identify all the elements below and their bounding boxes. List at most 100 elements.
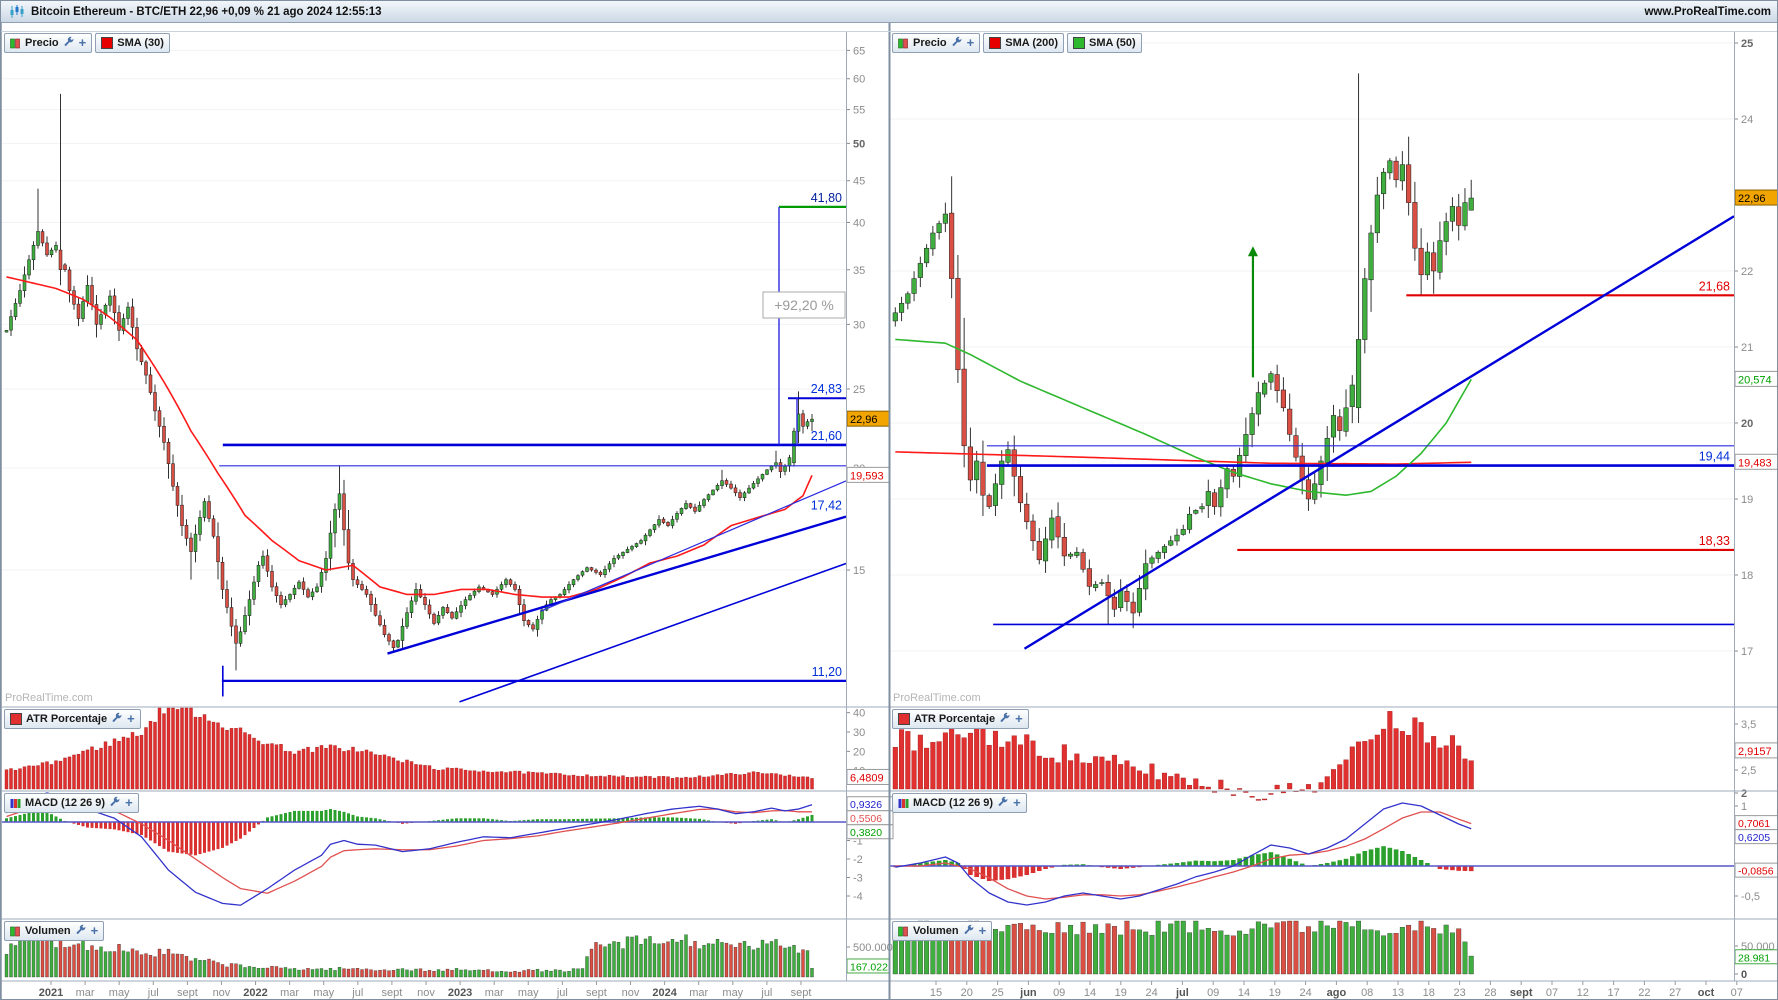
add-indicator-icon[interactable]: + [966,35,975,50]
sma-legend-label: SMA (30) [117,37,164,49]
svg-text:13: 13 [1392,987,1404,999]
volume-legend-label: Volumen [25,925,71,937]
wrench-icon[interactable] [63,36,75,51]
svg-text:20: 20 [961,987,973,999]
svg-text:0,6205: 0,6205 [1738,832,1770,844]
svg-text:19: 19 [1741,494,1753,506]
watermark: ProRealTime.com [5,692,93,704]
pane-borders [1,23,1777,999]
svg-text:27: 27 [1669,987,1681,999]
svg-text:17,42: 17,42 [811,499,842,513]
macd-legend-label: MACD (12 26 9) [25,797,106,809]
macd-legend-box[interactable]: MACD (12 26 9) + [892,793,1027,813]
svg-text:jun: jun [1019,987,1037,999]
svg-text:65: 65 [853,45,865,57]
sma-legend-label: SMA (50) [1089,37,1136,49]
right-drawings[interactable]: 21,68 19,44 18,33 [986,215,1735,650]
svg-text:08: 08 [1361,987,1373,999]
left-volume-legend: Volumen + [4,921,105,941]
volume-legend-box[interactable]: Volumen + [892,921,993,941]
svg-text:2022: 2022 [243,987,267,999]
svg-text:09: 09 [1207,987,1219,999]
atr-legend-box[interactable]: ATR Porcentaje + [4,709,141,729]
volume-legend-label: Volumen [913,925,959,937]
svg-text:0,7061: 0,7061 [1738,818,1770,830]
svg-text:41,80: 41,80 [811,191,842,205]
right-macd-pane: 1 -0,5 0,7061 0,6205 -0,0856 [890,801,1777,906]
svg-text:18: 18 [1423,987,1435,999]
price-legend-label: Precio [25,37,59,49]
svg-text:07: 07 [1731,987,1743,999]
right-sma200-legend-box[interactable]: SMA (200) [983,33,1065,53]
wrench-icon[interactable] [75,924,87,939]
svg-text:0,5506: 0,5506 [850,813,882,825]
add-indicator-icon[interactable]: + [1015,711,1023,726]
svg-text:25: 25 [1741,38,1753,50]
left-candles [4,93,814,671]
volume-icon [898,926,909,937]
svg-text:3,5: 3,5 [1741,719,1756,731]
svg-text:20: 20 [1741,418,1753,430]
volume-legend-box[interactable]: Volumen + [4,921,105,941]
svg-text:24: 24 [1741,114,1753,126]
right-atr-pane: 3,5 2,5 2 2,9157 [892,711,1777,801]
svg-text:sept: sept [791,987,812,999]
price-candles-icon [10,38,21,49]
svg-text:nov: nov [622,987,640,999]
svg-text:20: 20 [853,746,865,758]
left-date-axis: 2021 mar may jul sept nov 2022 mar may jul sept nov… [39,981,812,999]
right-grid [890,42,1734,652]
svg-text:50: 50 [853,138,865,150]
svg-text:09: 09 [1053,987,1065,999]
svg-text:sept: sept [586,987,607,999]
atr-color-swatch [10,713,22,725]
wrench-icon[interactable] [963,924,975,939]
left-price-legend-box[interactable]: Precio + [4,33,93,53]
add-indicator-icon[interactable]: + [90,923,99,938]
svg-text:mar: mar [485,987,504,999]
sma-color-swatch [989,37,1002,49]
svg-text:30: 30 [853,727,865,739]
add-indicator-icon[interactable]: + [125,795,133,810]
svg-text:2021: 2021 [39,987,63,999]
wrench-icon[interactable] [109,796,121,811]
right-panel[interactable]: 21,6819,4418,33252422212019181722,9620,5… [890,38,1778,999]
wrench-icon[interactable] [111,712,123,727]
macd-icon [898,798,909,809]
svg-text:28: 28 [1484,987,1496,999]
website-label: www.ProRealTime.com [1644,5,1771,18]
svg-text:jul: jul [1175,987,1189,999]
svg-text:19: 19 [1115,987,1127,999]
svg-text:2023: 2023 [448,987,472,999]
svg-text:19,593: 19,593 [850,470,884,482]
right-sma50-legend-box[interactable]: SMA (50) [1067,33,1142,53]
svg-text:jul: jul [147,987,159,999]
atr-legend-box[interactable]: ATR Porcentaje + [892,709,1029,729]
svg-text:nov: nov [417,987,435,999]
svg-text:2,9157: 2,9157 [1738,746,1772,758]
wrench-icon[interactable] [951,36,963,51]
svg-text:24,83: 24,83 [811,382,842,396]
svg-text:sept: sept [382,987,403,999]
left-sma-legend-box[interactable]: SMA (30) [95,33,170,53]
right-price-legend-box[interactable]: Precio + [892,33,981,53]
svg-text:24: 24 [1145,987,1157,999]
macd-legend-box[interactable]: MACD (12 26 9) + [4,793,139,813]
svg-text:ago: ago [1327,987,1347,999]
svg-text:22: 22 [1638,987,1650,999]
add-indicator-icon[interactable]: + [127,711,135,726]
add-indicator-icon[interactable]: + [1013,795,1021,810]
svg-text:07: 07 [1546,987,1558,999]
left-sma-lines [6,276,813,598]
right-sma-lines [895,338,1472,497]
wrench-icon[interactable] [997,796,1009,811]
wrench-icon[interactable] [999,712,1011,727]
svg-text:28.981: 28.981 [1738,952,1770,964]
svg-text:22,96: 22,96 [850,414,878,426]
svg-text:24: 24 [1299,987,1311,999]
add-indicator-icon[interactable]: + [978,923,987,938]
add-indicator-icon[interactable]: + [78,35,87,50]
left-drawings[interactable]: +92,20 % 41,80 24,83 21,60 11,20 17,42 [219,191,847,703]
